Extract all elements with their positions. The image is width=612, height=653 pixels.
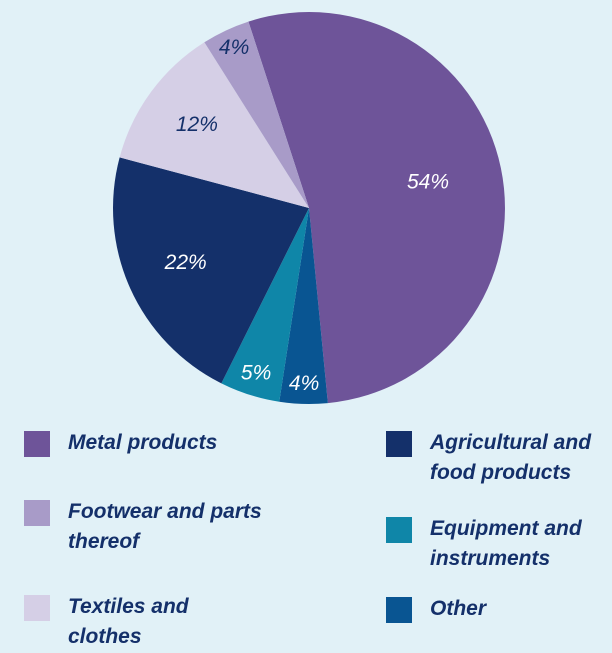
slice-label-equipment-and-instruments: 5%: [241, 362, 271, 385]
legend-swatch: [386, 597, 412, 623]
pie-slice-equipment-and-instruments: [221, 208, 309, 402]
pie-chart: 54% 4% 5% 22% 12% 4%: [112, 12, 505, 405]
slice-label-footwear-and-parts-thereof: 4%: [219, 36, 249, 59]
pie-slice-footwear-and-parts-thereof: [204, 21, 309, 209]
legend-item-metal-products: Metal products: [24, 430, 324, 458]
legend-item-agricultural: Agricultural and food products: [386, 430, 612, 488]
legend-swatch: [386, 517, 412, 543]
pie-slice-metal-products: [248, 12, 505, 404]
legend-swatch: [386, 431, 412, 457]
slice-label-agricultural-and-food-products: 22%: [164, 251, 207, 274]
pie-slice-textiles-and-clothes: [119, 42, 310, 208]
legend-label: Footwear and parts thereof: [68, 500, 262, 553]
legend-label: Other: [430, 597, 487, 620]
pie-slice-agricultural-and-food-products: [112, 157, 309, 384]
pie-slice-other: [279, 208, 328, 405]
legend-item-equipment: Equipment and instruments: [386, 516, 612, 574]
legend-label: Textiles and clothes: [68, 595, 189, 648]
legend-label: Agricultural and food products: [430, 431, 592, 484]
legend-swatch: [24, 431, 50, 457]
legend-item-textiles: Textiles and clothes: [24, 594, 324, 652]
legend-item-other: Other: [386, 596, 612, 624]
slice-label-other: 4%: [289, 372, 319, 395]
legend-item-footwear: Footwear and parts thereof: [24, 499, 324, 557]
legend-label: Metal products: [68, 431, 218, 454]
legend-swatch: [24, 500, 50, 526]
legend-swatch: [24, 595, 50, 621]
slice-label-textiles-and-clothes: 12%: [176, 113, 218, 136]
legend-label: Equipment and instruments: [430, 517, 582, 570]
slice-label-metal-products: 54%: [407, 171, 449, 194]
